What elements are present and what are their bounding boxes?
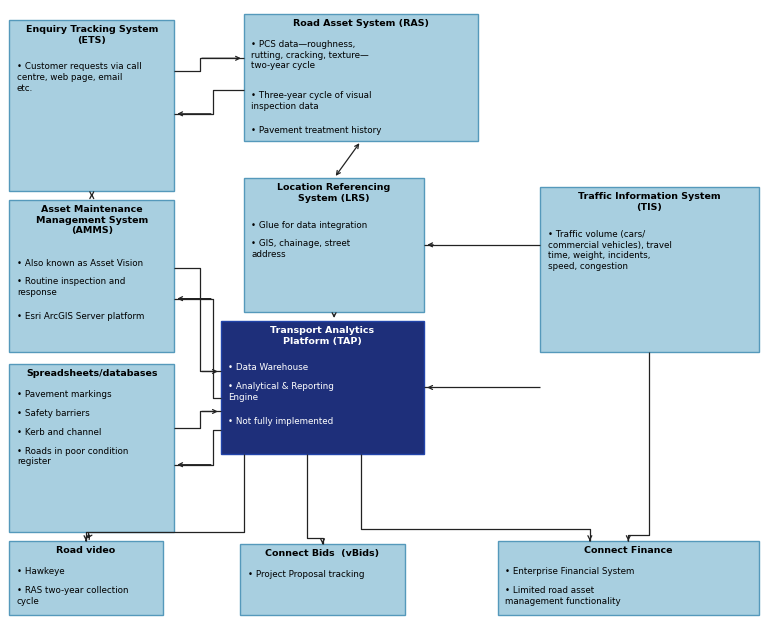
Text: • Not fully implemented: • Not fully implemented [229, 417, 334, 426]
Text: • Three-year cycle of visual
inspection data: • Three-year cycle of visual inspection … [252, 92, 372, 111]
FancyBboxPatch shape [9, 541, 163, 616]
Text: Location Referencing
System (LRS): Location Referencing System (LRS) [277, 183, 391, 203]
Text: • Glue for data integration: • Glue for data integration [252, 221, 367, 230]
FancyBboxPatch shape [497, 541, 759, 616]
Text: • Kerb and channel: • Kerb and channel [17, 428, 101, 437]
Text: • RAS two-year collection
cycle: • RAS two-year collection cycle [17, 586, 128, 606]
Text: • Data Warehouse: • Data Warehouse [229, 363, 309, 373]
Text: • Pavement treatment history: • Pavement treatment history [252, 126, 382, 135]
Text: Asset Maintenance
Management System
(AMMS): Asset Maintenance Management System (AMM… [36, 205, 148, 235]
Text: • Roads in poor condition
register: • Roads in poor condition register [17, 447, 128, 467]
Text: Road video: Road video [56, 546, 116, 555]
Text: • Esri ArcGIS Server platform: • Esri ArcGIS Server platform [17, 312, 144, 321]
FancyBboxPatch shape [240, 544, 405, 616]
Text: • Safety barriers: • Safety barriers [17, 409, 90, 418]
Text: Enquiry Tracking System
(ETS): Enquiry Tracking System (ETS) [25, 25, 158, 45]
Text: • Analytical & Reporting
Engine: • Analytical & Reporting Engine [229, 382, 334, 402]
Text: • Traffic volume (cars/
commercial vehicles), travel
time, weight, incidents,
sp: • Traffic volume (cars/ commercial vehic… [547, 230, 672, 271]
Text: Spreadsheets/databases: Spreadsheets/databases [26, 369, 157, 378]
FancyBboxPatch shape [9, 364, 174, 531]
FancyBboxPatch shape [244, 14, 479, 141]
Text: • Pavement markings: • Pavement markings [17, 391, 111, 399]
Text: • Hawkeye: • Hawkeye [17, 567, 64, 576]
Text: • Limited road asset
management functionality: • Limited road asset management function… [505, 586, 621, 606]
FancyBboxPatch shape [540, 188, 759, 352]
Text: • GIS, chainage, street
address: • GIS, chainage, street address [252, 239, 350, 259]
Text: Connect Bids  (vBids): Connect Bids (vBids) [266, 549, 380, 558]
Text: • Routine inspection and
response: • Routine inspection and response [17, 277, 125, 297]
Text: Road Asset System (RAS): Road Asset System (RAS) [293, 19, 429, 28]
FancyBboxPatch shape [244, 178, 425, 312]
Text: • PCS data—roughness,
rutting, cracking, texture—
two-year cycle: • PCS data—roughness, rutting, cracking,… [252, 40, 369, 70]
Text: • Also known as Asset Vision: • Also known as Asset Vision [17, 259, 143, 268]
Text: Connect Finance: Connect Finance [584, 546, 672, 555]
FancyBboxPatch shape [9, 20, 174, 191]
FancyBboxPatch shape [9, 200, 174, 352]
Text: • Customer requests via call
centre, web page, email
etc.: • Customer requests via call centre, web… [17, 62, 141, 93]
Text: Traffic Information System
(TIS): Traffic Information System (TIS) [578, 193, 721, 212]
Text: • Project Proposal tracking: • Project Proposal tracking [248, 570, 364, 579]
Text: • Enterprise Financial System: • Enterprise Financial System [505, 567, 635, 576]
Text: Transport Analytics
Platform (TAP): Transport Analytics Platform (TAP) [270, 326, 374, 346]
FancyBboxPatch shape [221, 321, 425, 454]
